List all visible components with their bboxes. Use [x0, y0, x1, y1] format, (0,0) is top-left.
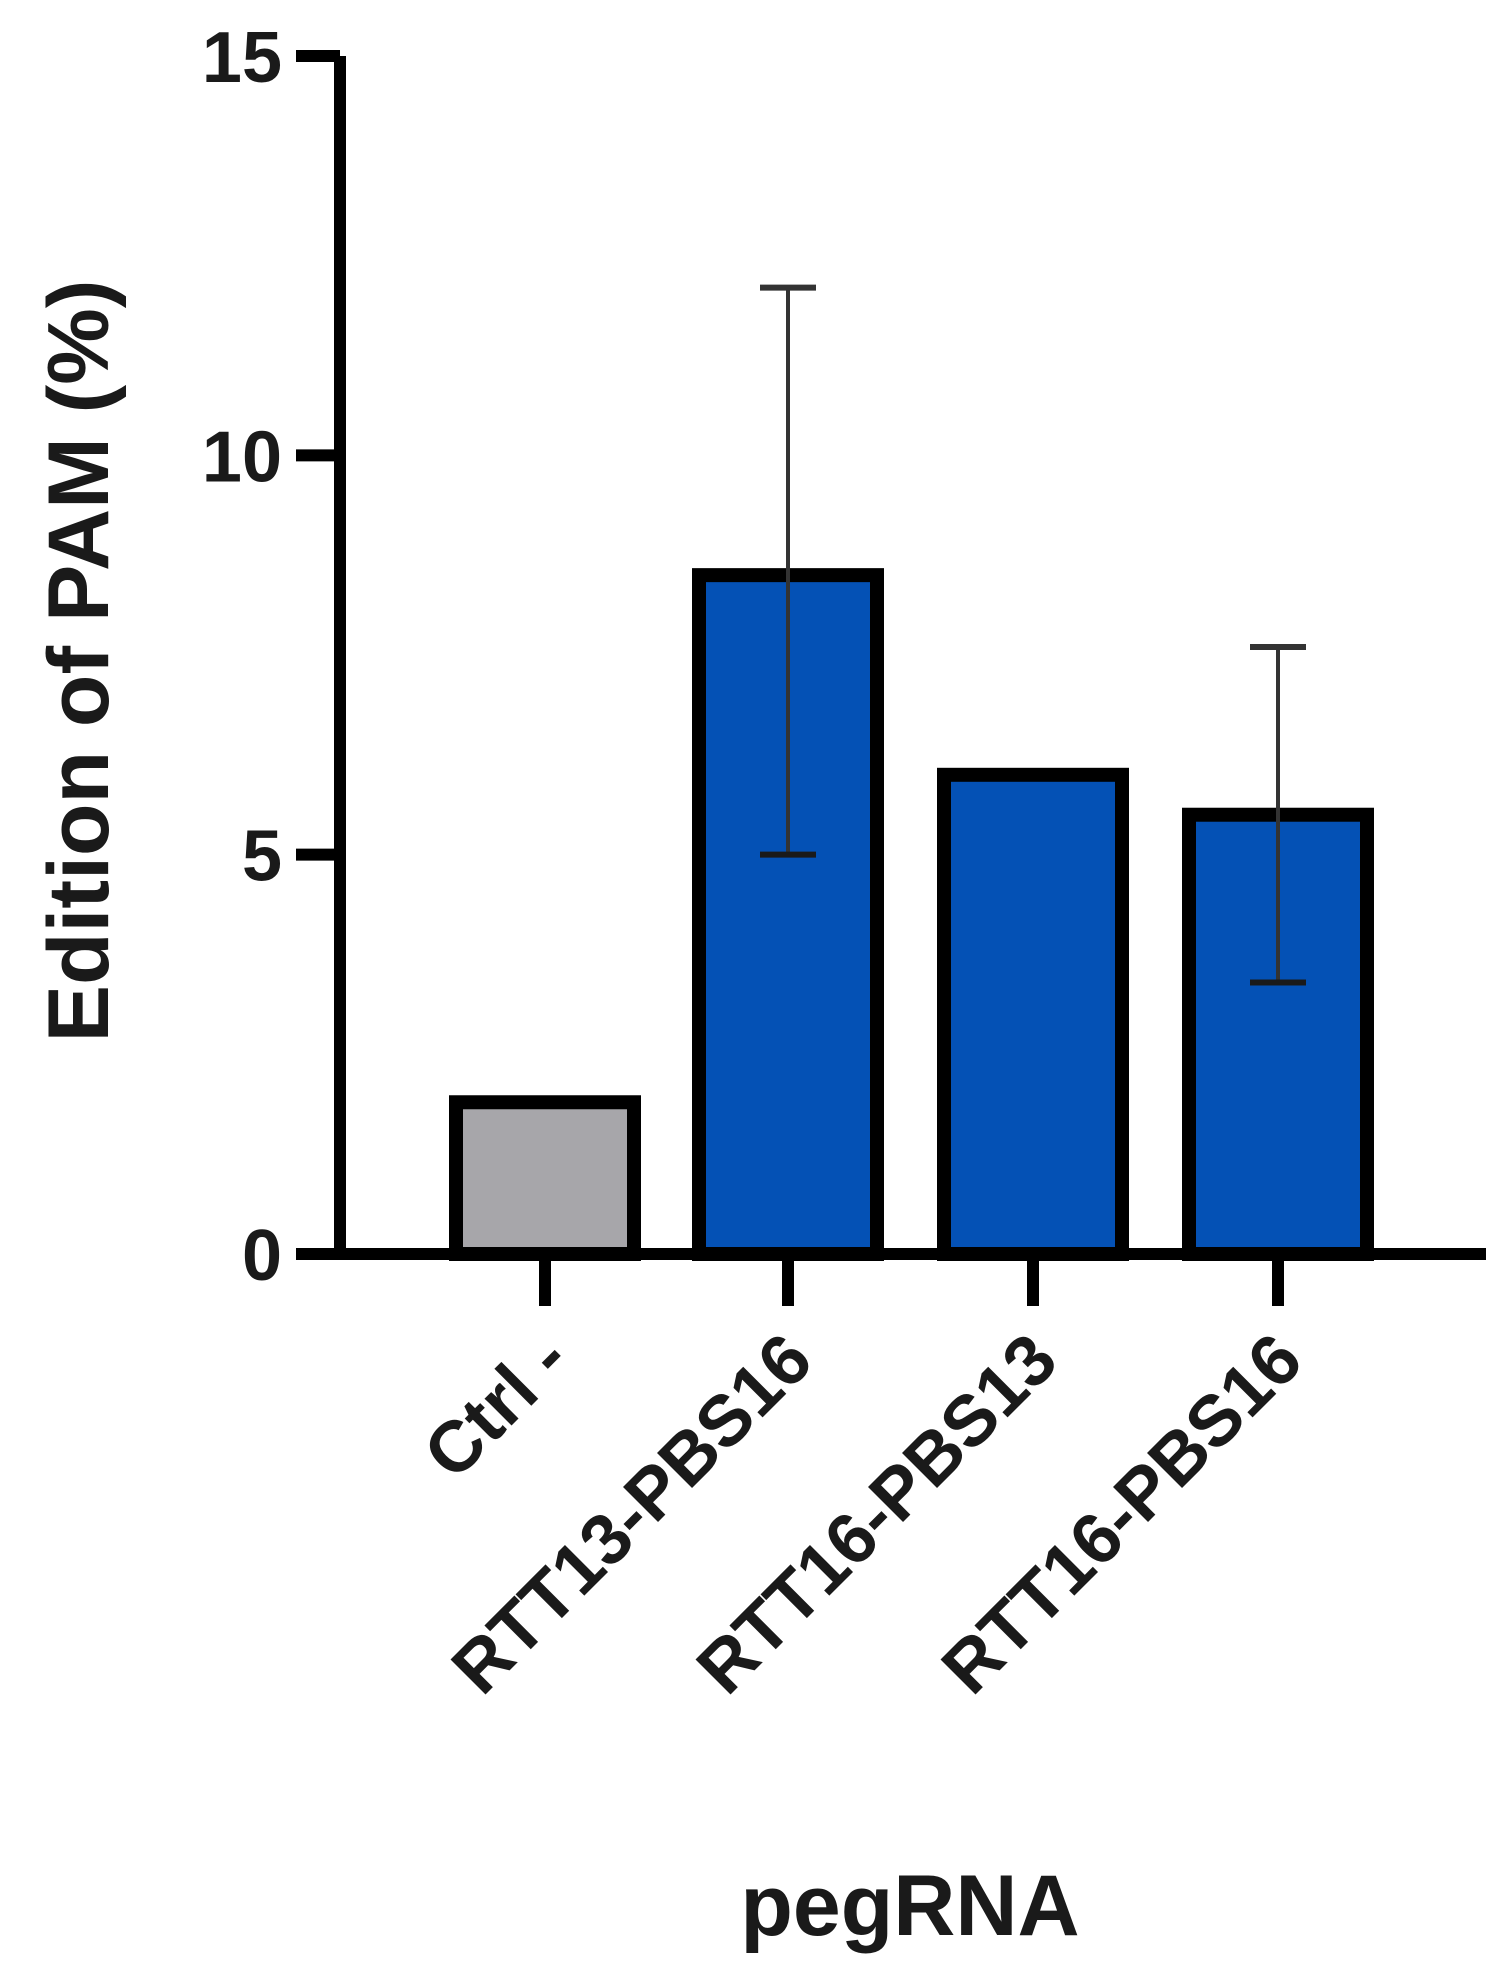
bar-0 [449, 1095, 641, 1261]
x-axis-title: pegRNA [740, 1858, 1079, 1954]
error-bar-3 [1250, 644, 1306, 986]
bar-2 [937, 767, 1129, 1261]
error-bars [760, 284, 1306, 986]
error-bar-1 [760, 284, 816, 858]
bars [449, 568, 1374, 1261]
y-tick-label: 10 [202, 417, 282, 497]
y-tick-label: 15 [202, 18, 282, 98]
y-tick-label: 0 [242, 1216, 282, 1296]
y-axis-title: Edition of PAM (%) [31, 280, 127, 1043]
y-axis-ticks: 0 5 10 15 [202, 18, 340, 1296]
y-tick-label: 5 [242, 817, 282, 897]
x-tick-label: Ctrl - [409, 1319, 584, 1494]
